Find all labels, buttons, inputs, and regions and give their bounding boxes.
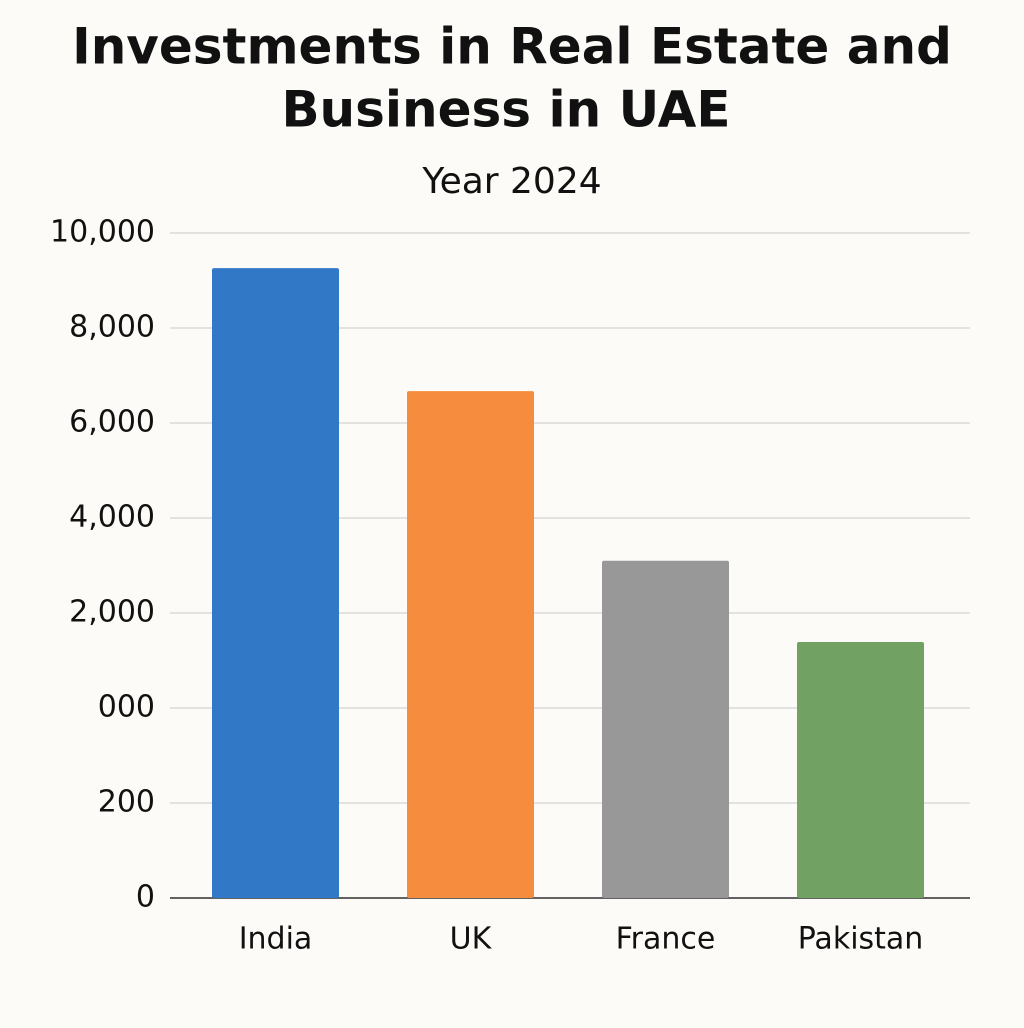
chart-subtitle: Year 2024 [421, 161, 601, 202]
x-tick-label: Pakistan [798, 922, 924, 957]
bar [602, 560, 729, 898]
bar [407, 391, 534, 898]
x-tick-label: France [616, 922, 716, 957]
x-tick-label: UK [450, 922, 493, 957]
bar [797, 641, 924, 898]
y-tick-label: 4,000 [69, 500, 155, 535]
y-tick-label: 8,000 [69, 310, 155, 345]
x-tick-label: India [239, 922, 313, 957]
y-tick-label: 0 [136, 880, 155, 915]
y-tick-label: 200 [98, 785, 155, 820]
chart-title: Investments in Real Estate and [72, 18, 952, 76]
y-tick-label: 2,000 [69, 595, 155, 630]
chart-title: Business in UAE [281, 81, 730, 139]
bar [212, 268, 339, 898]
y-tick-label: 6,000 [69, 405, 155, 440]
y-tick-label: 000 [98, 690, 155, 725]
y-tick-label: 10,000 [50, 215, 155, 250]
